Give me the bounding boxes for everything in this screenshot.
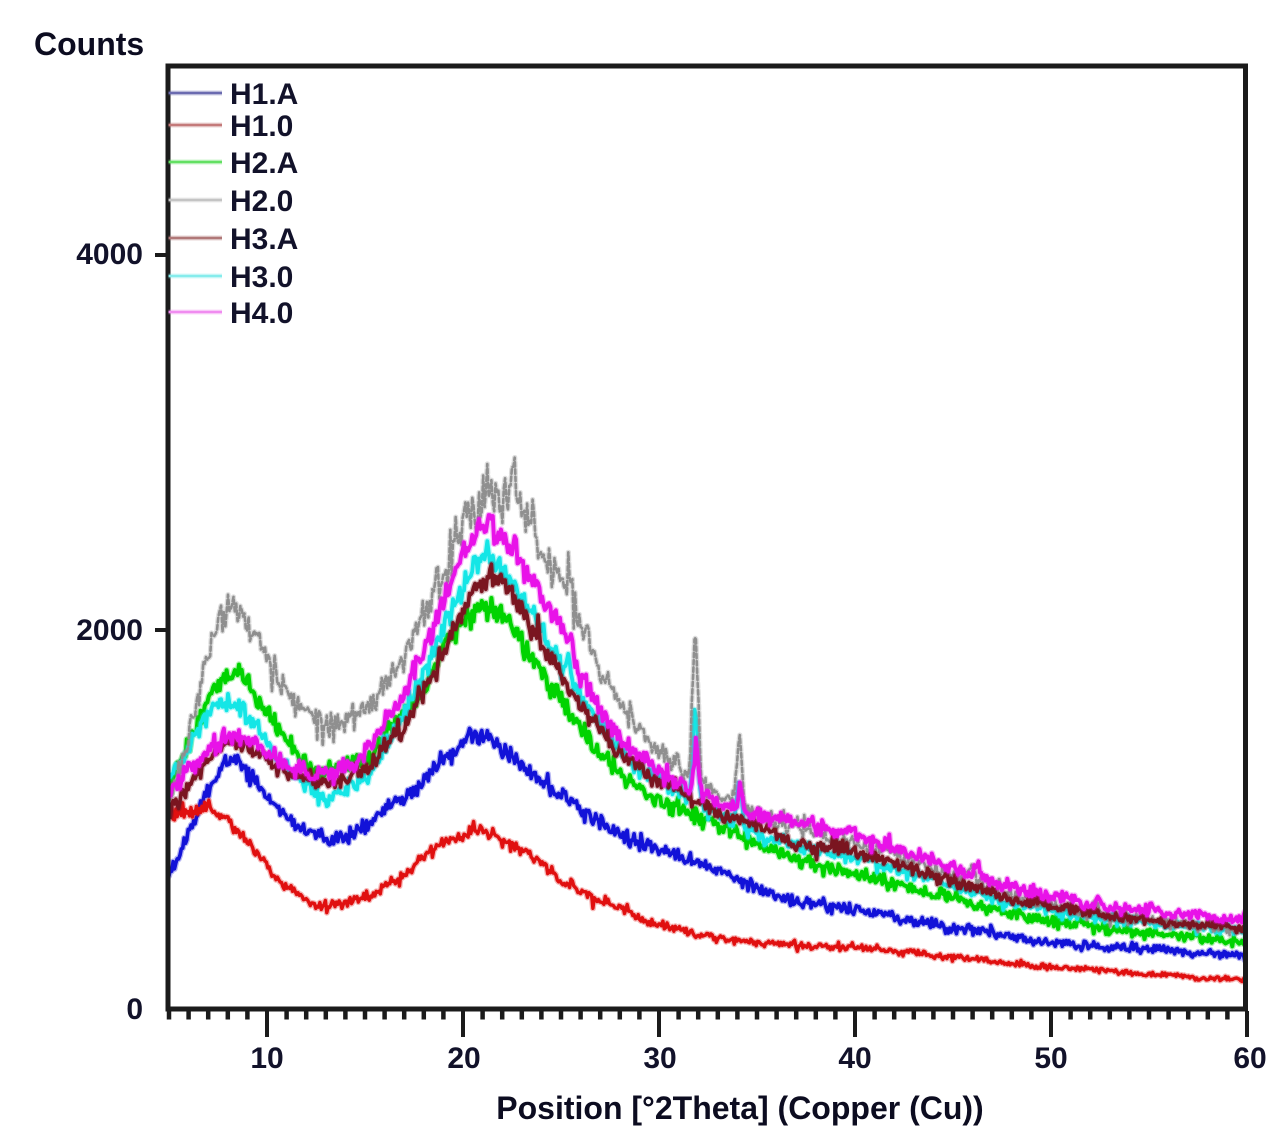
svg-text:Position [°2Theta] (Copper (Cu: Position [°2Theta] (Copper (Cu)) (496, 1090, 983, 1126)
svg-text:50: 50 (1034, 1042, 1067, 1075)
svg-text:60: 60 (1233, 1042, 1266, 1075)
svg-text:H4.0: H4.0 (230, 297, 293, 330)
svg-text:H3.0: H3.0 (230, 261, 293, 294)
svg-text:H2.A: H2.A (230, 147, 298, 180)
svg-text:4000: 4000 (76, 238, 143, 271)
svg-text:2000: 2000 (76, 614, 143, 647)
svg-text:0: 0 (126, 993, 143, 1026)
svg-text:H1.A: H1.A (230, 78, 298, 111)
svg-text:30: 30 (643, 1042, 676, 1075)
svg-text:H2.0: H2.0 (230, 185, 293, 218)
svg-text:40: 40 (838, 1042, 871, 1075)
svg-text:Counts: Counts (34, 26, 144, 62)
svg-text:20: 20 (447, 1042, 480, 1075)
svg-text:10: 10 (250, 1042, 283, 1075)
svg-text:H1.0: H1.0 (230, 110, 293, 143)
svg-text:H3.A: H3.A (230, 223, 298, 256)
